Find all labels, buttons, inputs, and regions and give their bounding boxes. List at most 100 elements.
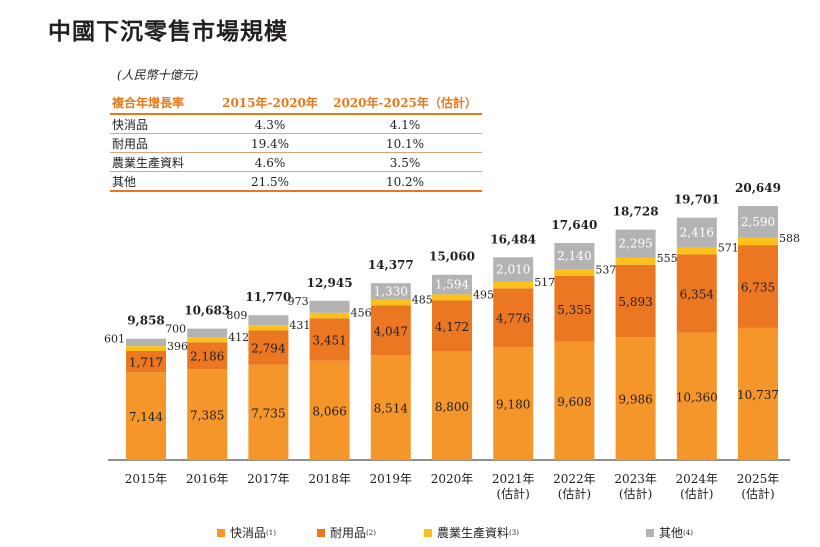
table-row: 農業生產資料 4.6% 3.5% (110, 152, 482, 172)
data-label: 2,140 (557, 249, 591, 263)
bar-segment-1 (554, 275, 595, 342)
bar-segment-3 (432, 274, 472, 295)
data-label: 2,295 (618, 237, 652, 251)
total-label: 11,770 (245, 290, 291, 304)
total-label: 20,649 (735, 181, 781, 195)
bar-segment-1 (126, 351, 166, 373)
x-tick-label: (估計) (619, 486, 652, 501)
table-cell: 4.1% (328, 114, 482, 134)
bar-segment-3 (615, 229, 656, 258)
x-tick-label: 2018年 (308, 472, 351, 486)
table-cell: 21.5% (212, 171, 328, 192)
table-cell: 10.2% (328, 171, 482, 192)
data-label: 485 (412, 294, 433, 307)
bar-segment-0 (615, 337, 656, 460)
bar-segment-0 (248, 364, 289, 460)
bar-segment-3 (493, 257, 534, 282)
data-label: 2,794 (251, 342, 286, 356)
data-label: 5,355 (557, 303, 591, 317)
page-title: 中國下沉零售市場規模 (48, 19, 288, 45)
bar-segment-2 (615, 257, 656, 265)
bar-segment-2 (493, 281, 534, 289)
table-header: 複合年增長率 (110, 93, 212, 115)
x-tick-label: 2022年 (553, 472, 596, 486)
bar-segment-2 (187, 337, 228, 343)
x-tick-label: 2025年 (737, 472, 780, 486)
bar-segment-0 (493, 347, 534, 460)
x-tick-label: (估計) (558, 486, 591, 501)
data-label: 809 (226, 309, 247, 322)
data-label: 700 (165, 323, 186, 336)
table-cell: 19.4% (212, 133, 328, 153)
data-label: 537 (595, 263, 616, 276)
legend-item: 快消品 (1) (217, 524, 276, 541)
data-label: 431 (289, 319, 310, 332)
legend-label: 其他 (659, 526, 684, 540)
data-label: 3,451 (312, 334, 346, 348)
legend-note: (2) (366, 528, 376, 537)
total-label: 17,640 (551, 218, 597, 232)
bar-segment-2 (370, 299, 411, 306)
data-label: 9,986 (618, 393, 652, 407)
total-label: 16,484 (490, 232, 536, 246)
x-tick-label: 2017年 (247, 472, 290, 486)
bar-segment-0 (370, 355, 411, 460)
data-label: 495 (473, 288, 494, 301)
table-cell: 耐用品 (110, 133, 212, 153)
table-header-row: 複合年增長率 2015年-2020年 2020年-2025年（估計） (110, 93, 482, 115)
total-label: 9,858 (127, 314, 165, 328)
legend-swatch (217, 528, 225, 537)
bar-segment-2 (738, 237, 778, 246)
legend-item: 農業生產資料 (3) (424, 524, 519, 541)
total-label: 10,683 (184, 304, 230, 318)
data-label: 6,354 (680, 287, 715, 301)
data-label: 6,735 (741, 281, 775, 295)
table-row: 其他 21.5% 10.2% (110, 171, 482, 192)
total-label: 18,728 (613, 205, 659, 219)
data-label: 412 (228, 331, 249, 344)
x-tick-label: (估計) (497, 486, 530, 501)
bar-segment-0 (676, 332, 717, 460)
data-label: 8,066 (312, 404, 346, 418)
data-label: 7,735 (251, 406, 285, 420)
data-label: 7,144 (129, 410, 164, 424)
data-label: 4,172 (435, 320, 469, 334)
bar-segment-2 (126, 346, 166, 352)
data-label: 9,180 (496, 398, 530, 412)
table-header: 2015年-2020年 (212, 93, 328, 115)
legend-swatch (424, 528, 432, 537)
total-label: 19,701 (674, 193, 720, 207)
x-tick-label: 2015年 (125, 472, 168, 486)
bar-segment-3 (738, 206, 778, 238)
legend-item: 耐用品 (2) (317, 524, 376, 541)
data-label: 2,590 (741, 215, 775, 229)
bar-segment-1 (187, 342, 228, 370)
unit-note: (人民幣十億元) (117, 68, 199, 82)
legend-note: (1) (266, 528, 276, 537)
data-label: 601 (104, 333, 125, 346)
data-label: 2,416 (680, 226, 714, 240)
data-label: 9,608 (557, 395, 591, 409)
bar-segment-2 (432, 294, 472, 301)
bar-segment-3 (248, 315, 289, 326)
x-tick-label: (估計) (741, 486, 774, 501)
data-label: 10,360 (676, 390, 718, 404)
legend-swatch (646, 528, 654, 537)
data-label: 8,800 (435, 400, 469, 414)
bar-segment-3 (676, 217, 717, 248)
bar-segment-2 (248, 325, 289, 331)
bar-segment-1 (615, 264, 656, 338)
bar-segment-0 (309, 360, 350, 460)
x-tick-label: 2019年 (370, 472, 413, 486)
legend-item: 其他 (4) (646, 524, 693, 541)
table-row: 快消品 4.3% 4.1% (110, 114, 482, 134)
table-cell: 4.3% (212, 114, 328, 134)
data-label: 2,186 (190, 350, 224, 364)
bar-segment-1 (248, 330, 289, 365)
data-label: 555 (657, 252, 678, 265)
data-label: 10,737 (737, 388, 779, 402)
bar-segment-1 (493, 288, 534, 348)
bar-segment-3 (370, 283, 411, 300)
bar-segment-0 (126, 372, 166, 460)
data-label: 973 (288, 295, 309, 308)
